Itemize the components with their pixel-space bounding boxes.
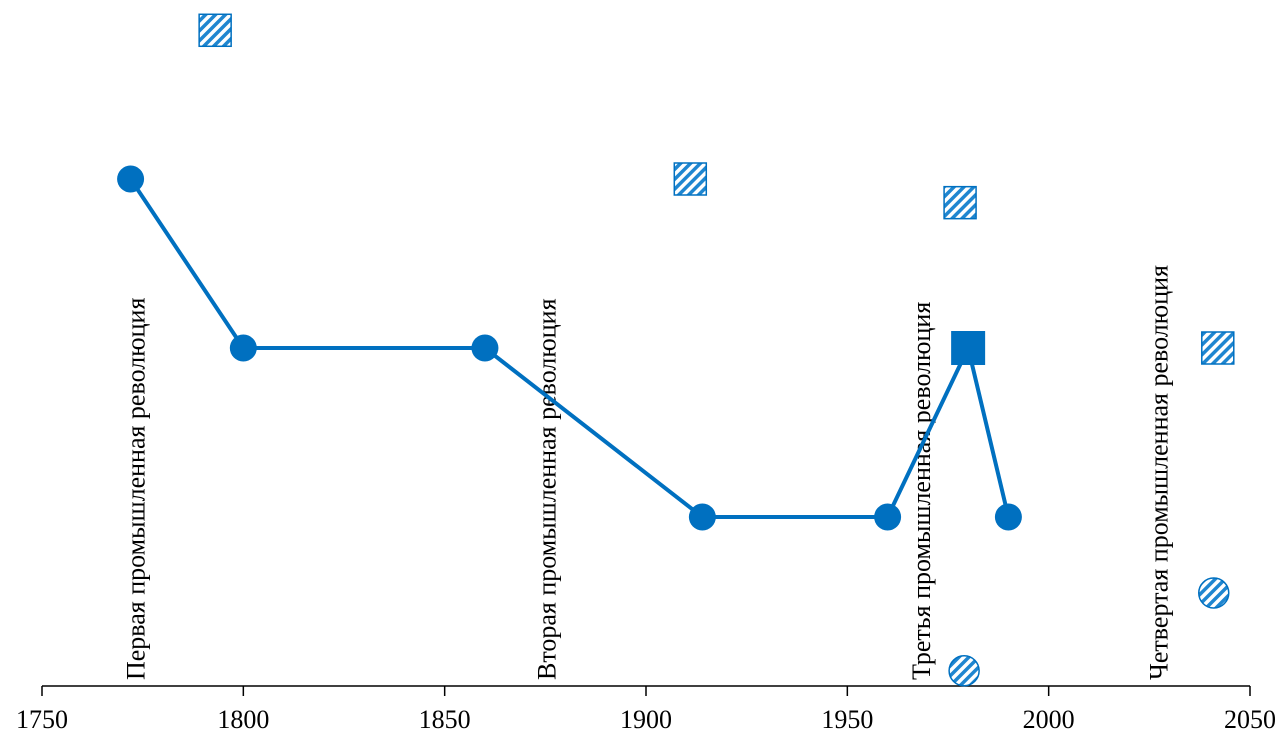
x-tick-label: 1900 (620, 705, 672, 734)
point (874, 503, 902, 531)
x-tick-label: 1950 (821, 705, 873, 734)
point (471, 334, 499, 362)
point (1201, 331, 1235, 365)
annotation: Четвертая промышленная революция (1144, 265, 1173, 680)
x-tick-label: 1750 (16, 705, 68, 734)
point (948, 655, 980, 687)
point (198, 13, 232, 48)
point (673, 162, 708, 196)
point (951, 331, 986, 365)
point (994, 503, 1022, 531)
x-tick-label: 1800 (217, 705, 269, 734)
point (688, 503, 716, 531)
annotation: Третья промышленная революция (907, 302, 936, 680)
annotation: Первая промышленная революция (122, 298, 151, 680)
annotation: Вторая промышленная революция (532, 298, 561, 680)
x-tick-label: 2050 (1224, 705, 1276, 734)
point (943, 185, 977, 220)
point (1198, 577, 1230, 609)
point (117, 165, 145, 193)
point (229, 334, 257, 362)
line (128, 177, 1011, 519)
x-tick-label: 2000 (1023, 705, 1075, 734)
x-tick-label: 1850 (419, 705, 471, 734)
